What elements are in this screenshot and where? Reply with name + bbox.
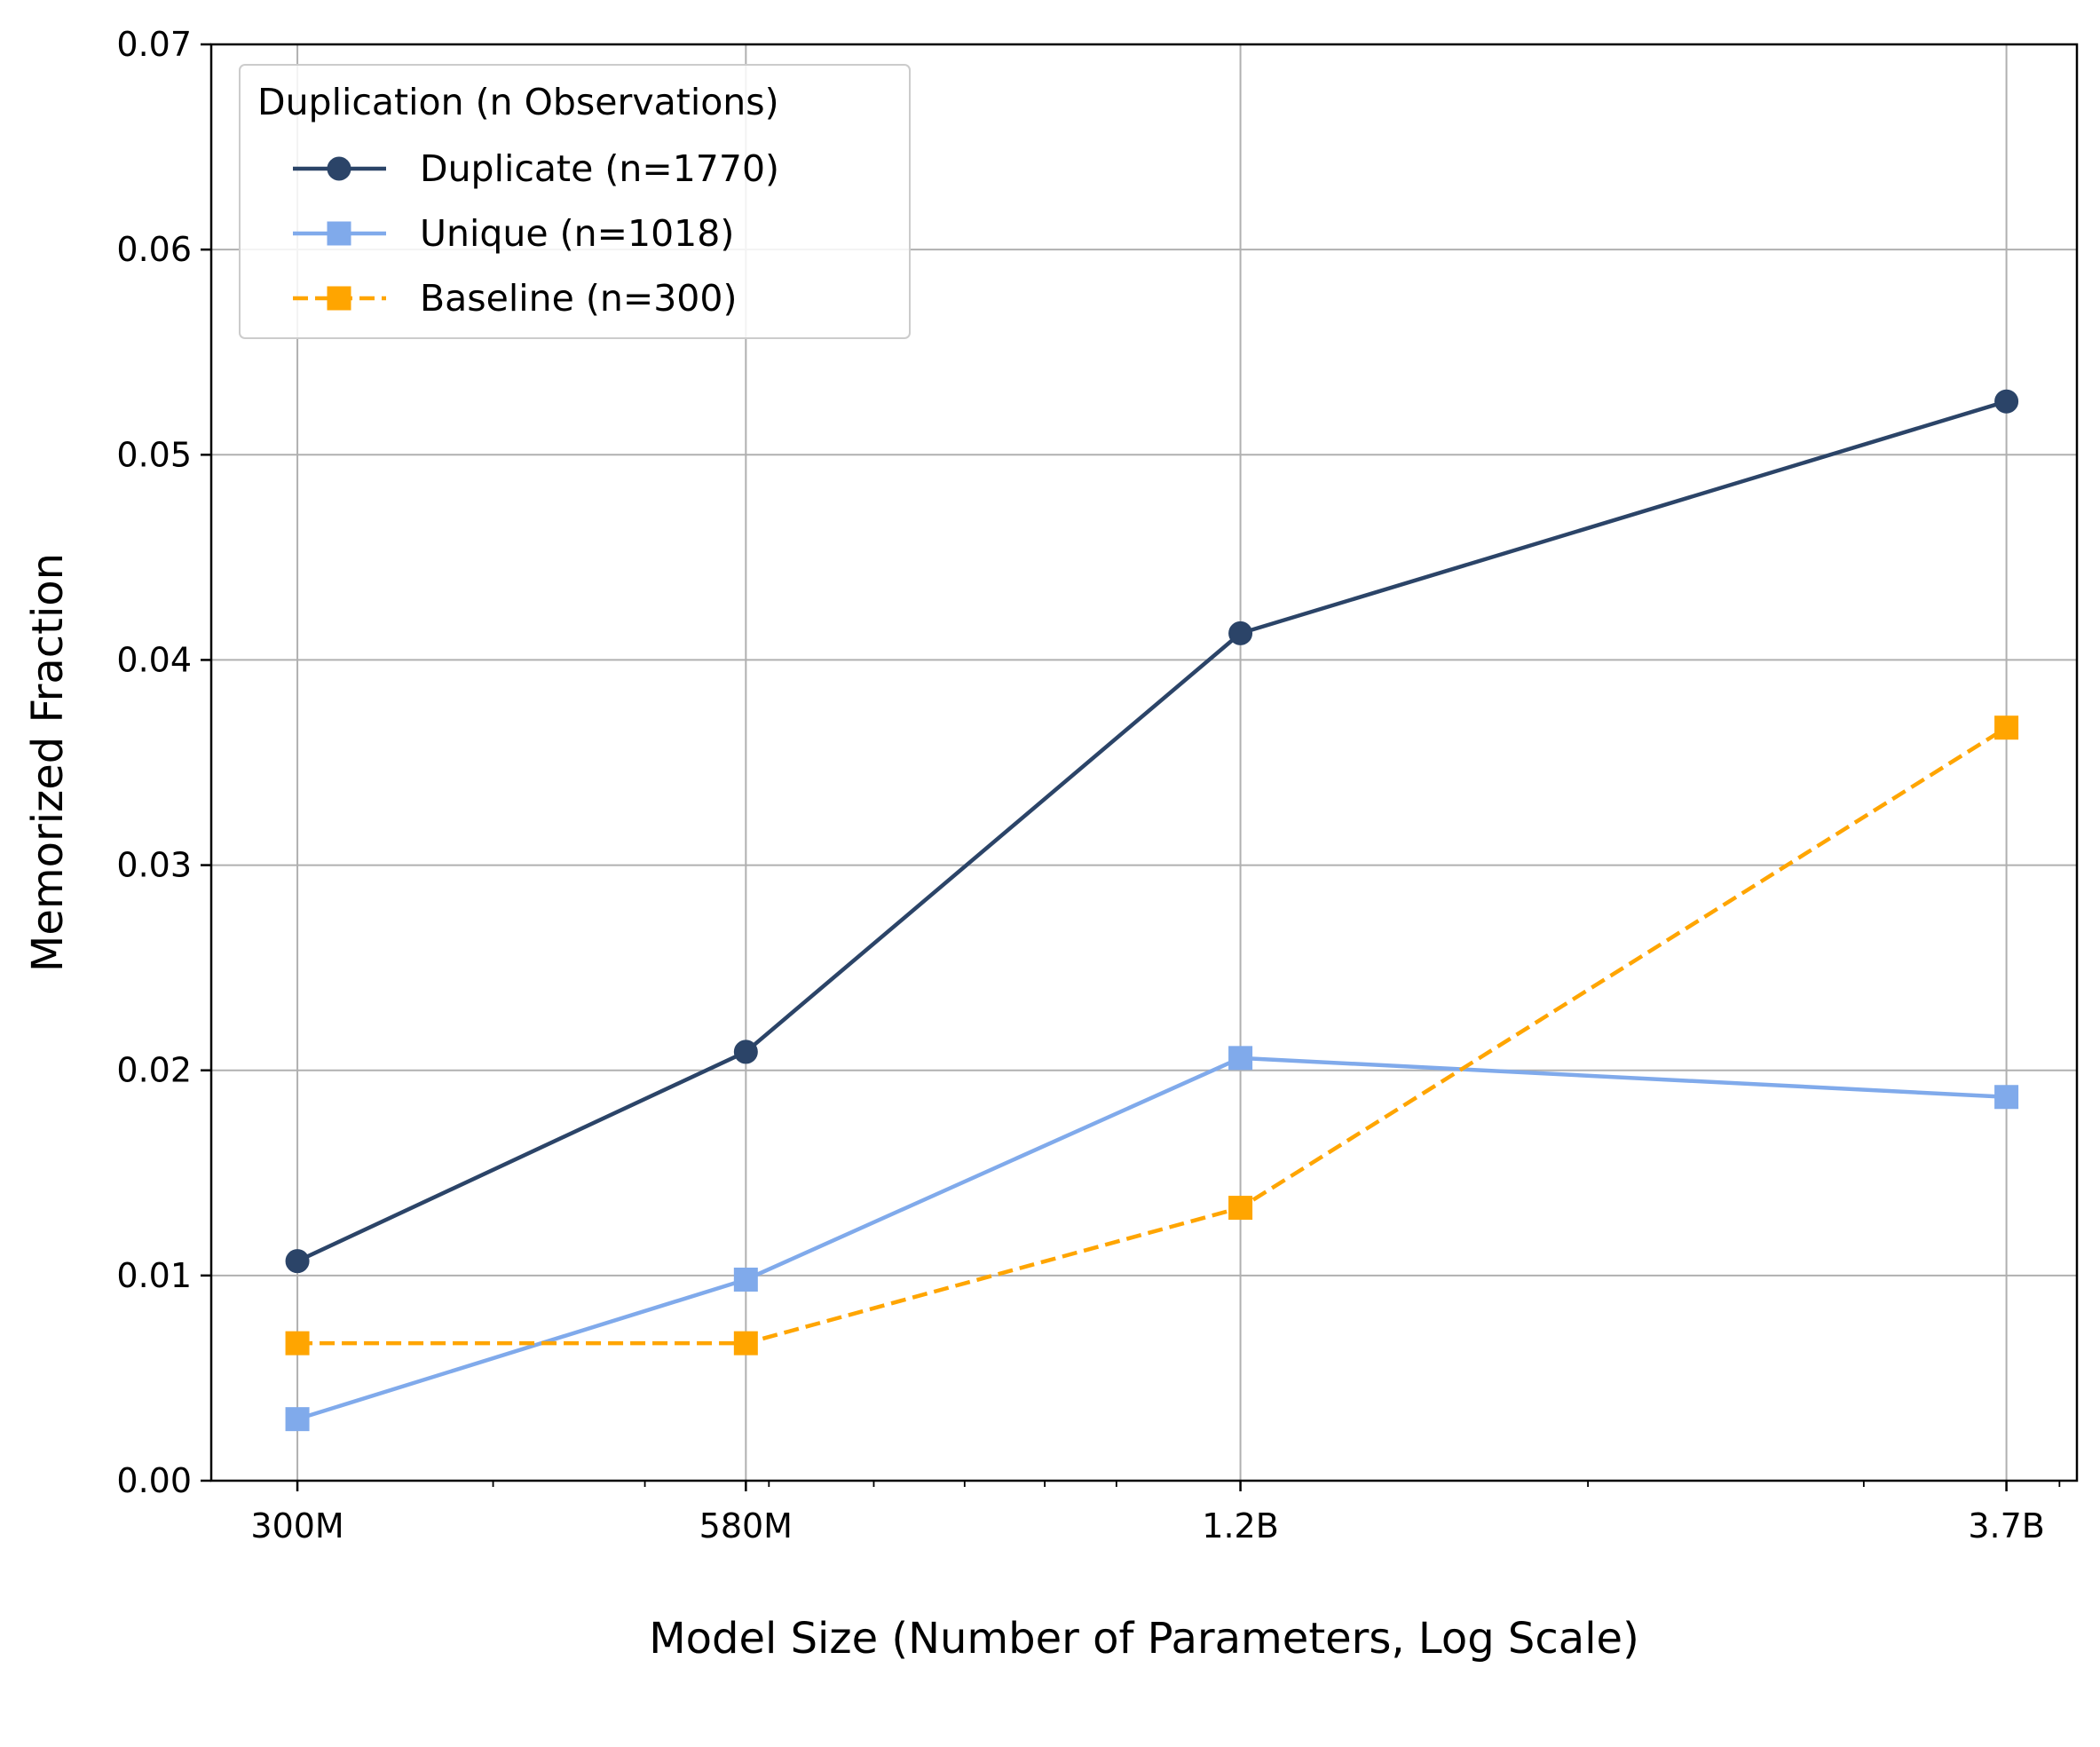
x-tick-label: 3.7B [1968,1506,2045,1545]
data-point-baseline [285,1331,310,1356]
y-tick-label: 0.02 [116,1051,192,1090]
legend-label: Unique (n=1018) [420,212,734,255]
data-point-duplicate [733,1040,758,1064]
data-point-unique [1228,1046,1253,1071]
x-tick-label: 1.2B [1202,1506,1279,1545]
x-axis-label: Model Size (Number of Parameters, Log Sc… [649,1614,1639,1664]
data-point-duplicate [285,1249,310,1274]
series-layer [285,389,2019,1432]
data-point-unique [285,1407,310,1432]
y-tick-label: 0.00 [116,1461,192,1500]
legend-item-duplicate: Duplicate (n=1770) [293,147,779,190]
legend-items: Duplicate (n=1770) Unique (n=1018) Baselin… [293,147,779,320]
data-point-unique [1994,1085,2019,1110]
series-duplicate [285,389,2019,1274]
series-line-unique [296,1055,2007,1421]
legend-label: Baseline (n=300) [420,277,737,320]
legend-title: Duplication (n Observations) [257,81,779,123]
axes: 0.00 0.01 0.02 0.03 0.04 0.05 0.06 0.07 300M 580M… [116,25,2061,1545]
legend-box [239,64,911,339]
data-point-baseline [1994,715,2019,740]
legend-swatch-marker [327,221,351,246]
data-point-baseline [1228,1196,1253,1221]
y-tick-label: 0.07 [116,25,192,64]
series-line-duplicate [296,399,2008,1263]
y-tick-label: 0.01 [116,1256,192,1295]
x-tick-label: 300M [250,1506,343,1545]
y-axis-label: Memorized Fraction [23,553,73,972]
data-point-duplicate [1994,389,2019,414]
legend-item-unique: Unique (n=1018) [293,212,734,255]
data-point-baseline [733,1331,758,1356]
legend-swatch-marker [327,286,351,311]
legend: Duplication (n Observations) Duplicate (… [239,64,911,339]
legend-swatch-marker [327,156,351,181]
legend-item-baseline: Baseline (n=300) [293,277,737,320]
y-tick-label: 0.03 [116,846,192,885]
y-tick-label: 0.04 [116,640,192,679]
plot-frame [209,43,2079,1482]
legend-label: Duplicate (n=1770) [420,147,779,190]
x-tick-label: 580M [699,1506,793,1545]
series-unique [285,1046,2019,1432]
data-point-duplicate [1228,621,1253,645]
series-baseline [285,715,2019,1356]
y-tick-label: 0.05 [116,435,192,474]
series-line-baseline [297,725,2008,1346]
y-tick-label: 0.06 [116,230,192,269]
data-point-unique [733,1267,758,1292]
